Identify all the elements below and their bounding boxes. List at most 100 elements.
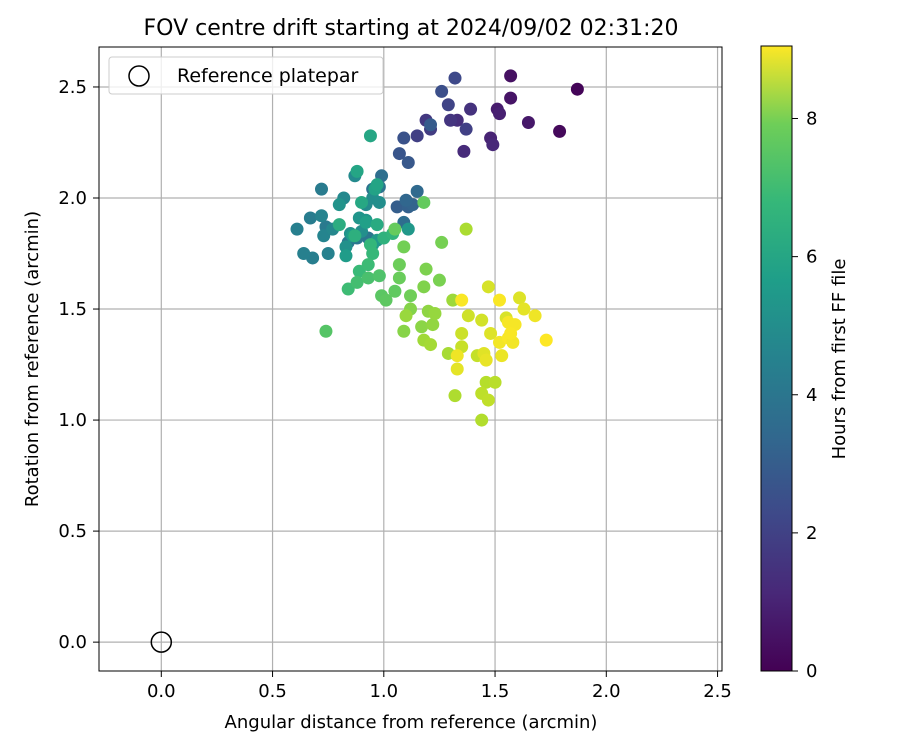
data-point (303, 211, 317, 225)
y-tick-label: 1.0 (58, 410, 87, 431)
data-point (455, 326, 469, 340)
data-point (479, 353, 493, 367)
data-point (444, 113, 458, 127)
x-tick-label: 0.0 (147, 681, 176, 702)
data-point (486, 138, 500, 152)
legend-marker (128, 65, 150, 87)
data-point (479, 375, 493, 389)
data-point (553, 124, 567, 138)
legend-box (108, 56, 384, 95)
y-axis-ticks: 0.0 0.5 1.0 1.5 2.0 2.5 (58, 77, 99, 653)
data-point (410, 129, 424, 143)
data-point (493, 293, 506, 307)
data-point (348, 229, 362, 243)
colorbar-tick-label: 4 (806, 385, 817, 406)
data-point (475, 313, 489, 327)
data-point (410, 184, 424, 198)
data-point (450, 362, 464, 376)
data-point (424, 118, 438, 132)
data-point (399, 193, 413, 207)
data-point (528, 309, 542, 323)
colorbar-ticks: 0 2 4 6 8 (792, 109, 817, 682)
data-point (459, 122, 473, 136)
data-point (297, 247, 311, 261)
colorbar (760, 45, 793, 672)
data-point (379, 293, 393, 307)
data-point (392, 258, 406, 272)
y-tick-label: 2.5 (58, 77, 87, 98)
data-point (355, 195, 369, 209)
data-point (390, 200, 404, 214)
data-point (361, 271, 375, 285)
data-point (370, 178, 384, 192)
data-point (504, 326, 518, 340)
x-axis-ticks: 0.0 0.5 1.0 1.5 2.0 2.5 (147, 671, 732, 702)
colorbar-label: Hours from first FF file (829, 259, 850, 460)
data-point (315, 182, 328, 196)
x-tick-label: 1.0 (369, 681, 398, 702)
data-point (424, 338, 438, 352)
data-point (404, 289, 417, 303)
data-point (450, 349, 464, 363)
data-point (513, 291, 527, 305)
data-point (521, 116, 535, 130)
data-point (319, 324, 333, 338)
data-point (475, 413, 489, 427)
legend-label: Reference platepar (177, 65, 359, 87)
data-point (397, 324, 411, 338)
colorbar-tick-label: 6 (806, 247, 817, 268)
data-point (339, 249, 353, 263)
data-point (570, 82, 584, 96)
data-point (372, 269, 386, 283)
data-point (392, 271, 406, 285)
data-point (290, 222, 304, 236)
y-tick-label: 1.5 (58, 299, 87, 320)
legend: Reference platepar (108, 56, 384, 95)
x-axis-label: Angular distance from reference (arcmin) (225, 712, 598, 733)
colorbar-tick-label: 0 (806, 661, 817, 682)
data-point (401, 222, 415, 236)
data-point (352, 264, 366, 278)
data-point (455, 293, 469, 307)
grid (99, 47, 722, 671)
data-point (401, 155, 415, 169)
data-point (399, 309, 413, 323)
data-point (488, 375, 502, 389)
data-point (504, 69, 518, 83)
data-point (321, 247, 335, 261)
data-point (317, 229, 331, 243)
data-point (435, 235, 449, 249)
reference-platepar-marker (150, 631, 173, 653)
y-tick-label: 0.5 (58, 521, 87, 542)
data-point (370, 218, 384, 232)
data-point (481, 393, 495, 407)
data-point (448, 71, 462, 85)
data-point (372, 195, 386, 209)
data-point (392, 147, 406, 161)
y-tick-label: 2.0 (58, 188, 87, 209)
data-point (457, 144, 471, 158)
x-tick-label: 2.5 (703, 681, 732, 702)
colorbar-tick-label: 8 (806, 109, 817, 130)
data-point (517, 302, 531, 316)
data-point (315, 209, 328, 223)
data-point (332, 198, 346, 212)
data-point (432, 273, 446, 287)
data-point (446, 293, 460, 307)
data-point (388, 284, 402, 298)
data-point (359, 215, 373, 229)
data-point (415, 320, 429, 334)
data-point (350, 275, 364, 289)
data-point (464, 102, 478, 116)
data-point (417, 195, 431, 209)
data-point (539, 333, 553, 347)
data-point (481, 280, 495, 294)
data-point (363, 129, 377, 143)
y-axis-label: Rotation from reference (arcmin) (22, 211, 43, 507)
data-point (350, 164, 364, 178)
data-point (361, 258, 375, 272)
data-point (493, 107, 506, 121)
data-point (397, 240, 411, 254)
chart-title: FOV centre drift starting at 2024/09/02 … (144, 16, 679, 41)
